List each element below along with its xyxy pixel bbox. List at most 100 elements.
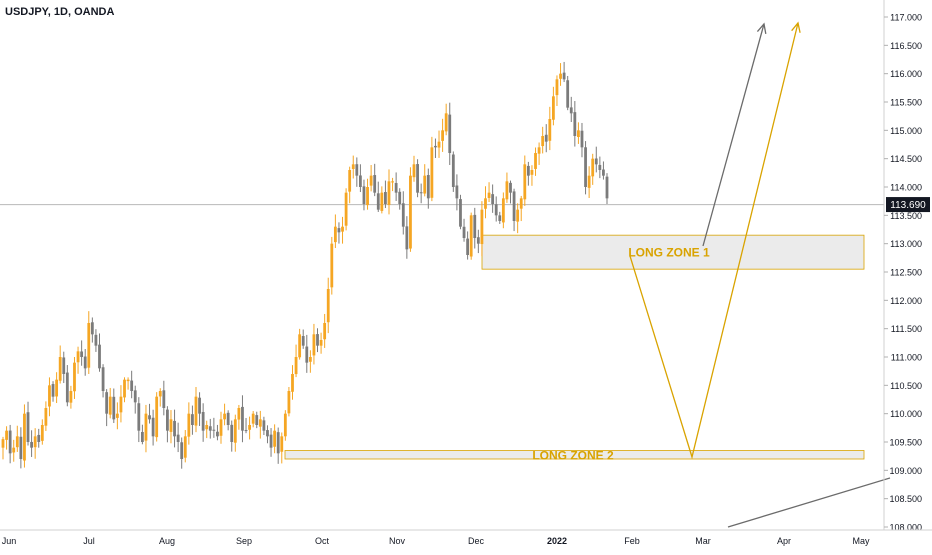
candle-body xyxy=(344,192,348,226)
candle-body xyxy=(526,165,530,176)
candle-body xyxy=(216,431,219,437)
candle-body xyxy=(430,147,434,198)
y-tick-label: 115.500 xyxy=(890,98,922,108)
candle-body xyxy=(537,147,541,154)
last-price-label: 113.690 xyxy=(890,200,926,211)
candle-body xyxy=(76,351,80,363)
y-tick-label: 109.000 xyxy=(889,466,922,476)
candle-body xyxy=(584,147,587,187)
candle-body xyxy=(151,417,155,437)
candle-body xyxy=(166,409,169,431)
candle-body xyxy=(409,175,412,249)
candle-body xyxy=(351,164,355,169)
candle-body xyxy=(144,413,148,441)
y-tick-label: 116.000 xyxy=(890,69,922,79)
gold-projection-arrow xyxy=(629,22,799,460)
candle-body xyxy=(291,374,294,392)
y-tick-label: 109.500 xyxy=(889,438,922,448)
candle-body xyxy=(548,119,552,141)
candle-body xyxy=(416,164,419,193)
candle-body xyxy=(219,419,223,436)
long-zone-2-box xyxy=(284,450,865,460)
candle-body xyxy=(316,334,319,346)
candle-body xyxy=(269,434,273,448)
candle-body xyxy=(448,114,452,153)
candle-body xyxy=(426,175,430,199)
candle-body xyxy=(587,175,591,188)
candle-body xyxy=(108,396,112,415)
candle-body xyxy=(355,164,359,176)
symbol-title: USDJPY, 1D, OANDA xyxy=(5,6,115,18)
candle-body xyxy=(90,322,94,335)
candle-body xyxy=(551,96,555,120)
candle-body xyxy=(115,413,119,418)
y-tick-label: 111.000 xyxy=(891,353,922,363)
candle-body xyxy=(451,154,455,187)
candle-body xyxy=(455,185,459,199)
candle-body xyxy=(98,344,101,369)
candle-body xyxy=(559,73,562,79)
candle-body xyxy=(566,80,570,108)
candle-body xyxy=(562,72,566,80)
candle-body xyxy=(577,130,580,137)
candle-body xyxy=(294,357,298,375)
x-tick-label: Nov xyxy=(389,536,406,546)
candle-body xyxy=(123,379,126,398)
y-tick-label: 108.000 xyxy=(889,523,922,533)
candle-body xyxy=(112,396,116,420)
y-tick-label: 116.500 xyxy=(890,41,922,51)
candle-body xyxy=(23,413,26,461)
candle-body xyxy=(162,390,166,408)
candle-body xyxy=(255,415,259,425)
price-axis[interactable]: 108.000 108.500 109.000 109.500 110.000 110.5… xyxy=(883,0,922,533)
candle-body xyxy=(73,362,76,392)
candle-body xyxy=(580,130,584,148)
candle-body xyxy=(58,357,62,381)
candle-body xyxy=(280,436,284,452)
candle-body xyxy=(180,442,184,459)
x-tick-label: Feb xyxy=(624,536,640,546)
x-tick-label: Apr xyxy=(777,536,791,546)
y-tick-label: 110.000 xyxy=(890,409,922,419)
time-axis[interactable]: Jun Jul Aug Sep Oct Nov Dec 2022 Feb Mar Apr May xyxy=(0,529,932,546)
candle-body xyxy=(80,351,84,357)
long-zone-1-box xyxy=(481,234,865,270)
candle-body xyxy=(262,420,266,431)
y-tick-label: 110.500 xyxy=(890,381,922,391)
y-tick-label: 111.500 xyxy=(891,324,922,334)
long-zone-2-label: LONG ZONE 2 xyxy=(532,448,614,462)
candle-body xyxy=(333,226,337,243)
candle-body xyxy=(544,134,548,142)
candle-body xyxy=(462,226,466,238)
candle-body xyxy=(394,182,398,193)
candle-body xyxy=(12,447,16,453)
candle-body xyxy=(83,356,87,369)
candle-body xyxy=(94,334,98,346)
candle-body xyxy=(376,193,380,210)
y-tick-label: 112.000 xyxy=(890,296,922,306)
candle-body xyxy=(198,397,201,414)
candle-body xyxy=(369,175,373,186)
candle-body xyxy=(384,192,387,204)
x-tick-label: May xyxy=(852,536,870,546)
candle-body xyxy=(469,215,473,257)
candle-body xyxy=(1,439,5,448)
candle-body xyxy=(223,413,226,420)
candle-body xyxy=(208,426,212,431)
x-tick-label: Jun xyxy=(2,536,17,546)
candle-body xyxy=(251,413,255,424)
candle-body xyxy=(187,413,191,437)
candle-body xyxy=(308,357,312,362)
candle-body xyxy=(516,209,520,222)
candle-body xyxy=(301,336,305,346)
candle-body xyxy=(119,396,123,413)
y-tick-label: 108.500 xyxy=(889,494,922,504)
candle-body xyxy=(330,243,334,288)
candle-body xyxy=(512,191,516,221)
candle-body xyxy=(323,323,327,340)
y-tick-label: 117.000 xyxy=(890,13,922,23)
long-zone-1-label: LONG ZONE 1 xyxy=(628,246,710,260)
candle-body xyxy=(505,181,509,200)
